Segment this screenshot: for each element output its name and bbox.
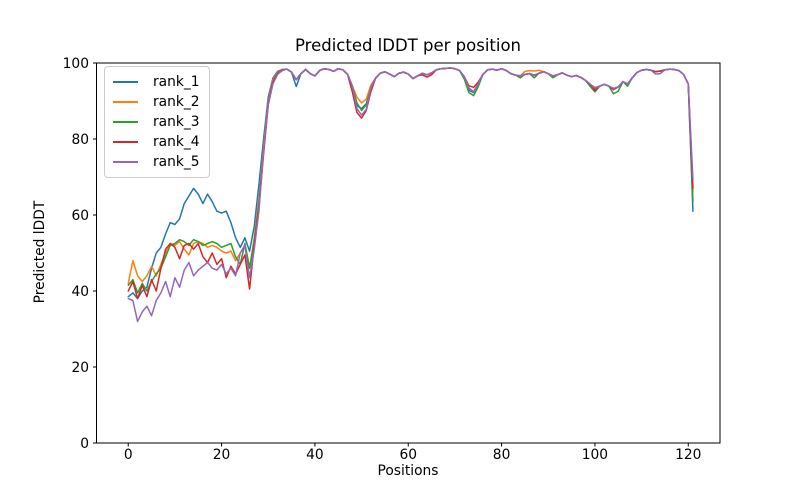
x-tick-label: 60 bbox=[399, 447, 417, 463]
y-tick-label: 60 bbox=[71, 208, 89, 224]
legend-entry-rank_3: rank_3 bbox=[113, 112, 200, 132]
series-line-rank_3 bbox=[127, 67, 694, 294]
legend-label-rank_1: rank_1 bbox=[153, 74, 200, 90]
legend: rank_1 rank_2 rank_3 rank_4 rank_5 bbox=[104, 66, 210, 178]
y-axis-label: Predicted lDDT bbox=[32, 200, 48, 304]
legend-line-sample-rank_2 bbox=[113, 101, 138, 103]
y-tick-label: 20 bbox=[71, 360, 89, 376]
y-tick-label: 40 bbox=[71, 284, 89, 300]
legend-entry-rank_4: rank_4 bbox=[113, 132, 200, 152]
x-tick-label: 100 bbox=[582, 447, 608, 463]
legend-entry-rank_1: rank_1 bbox=[113, 72, 200, 92]
legend-line-sample-rank_4 bbox=[113, 141, 138, 143]
series-line-rank_4 bbox=[127, 67, 694, 300]
x-tick-label: 80 bbox=[493, 447, 511, 463]
x-tick-label: 0 bbox=[124, 447, 133, 463]
series-line-rank_1 bbox=[127, 67, 694, 300]
x-axis-label: Positions bbox=[377, 463, 439, 479]
series-line-rank_5 bbox=[127, 67, 694, 323]
y-tick-label: 100 bbox=[63, 56, 89, 72]
legend-label-rank_2: rank_2 bbox=[153, 94, 200, 110]
legend-label-rank_3: rank_3 bbox=[153, 114, 200, 130]
x-tick-label: 20 bbox=[213, 447, 231, 463]
legend-line-sample-rank_5 bbox=[113, 161, 138, 163]
series-line-rank_2 bbox=[127, 67, 694, 285]
legend-entry-rank_2: rank_2 bbox=[113, 92, 200, 112]
x-tick-label: 120 bbox=[675, 447, 701, 463]
legend-label-rank_5: rank_5 bbox=[153, 154, 200, 170]
y-tick-label: 80 bbox=[71, 132, 89, 148]
chart-title: Predicted lDDT per position bbox=[294, 36, 522, 55]
legend-label-rank_4: rank_4 bbox=[153, 134, 200, 150]
x-tick-label: 40 bbox=[306, 447, 324, 463]
legend-entry-rank_5: rank_5 bbox=[113, 152, 200, 172]
legend-line-sample-rank_3 bbox=[113, 121, 138, 123]
y-tick-label: 0 bbox=[80, 436, 89, 452]
legend-line-sample-rank_1 bbox=[113, 81, 138, 83]
